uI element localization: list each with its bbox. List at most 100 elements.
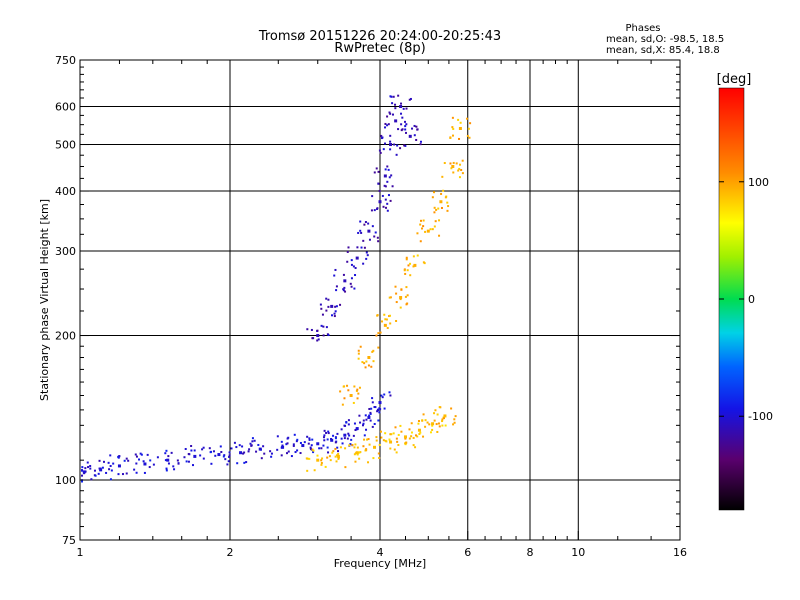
data-point xyxy=(356,388,359,391)
data-point xyxy=(426,421,429,424)
data-point xyxy=(135,471,138,474)
data-point xyxy=(459,163,462,166)
data-point xyxy=(424,230,427,233)
data-point xyxy=(367,355,371,359)
data-point xyxy=(385,440,388,443)
data-point xyxy=(362,422,365,425)
data-point xyxy=(429,431,432,434)
data-point xyxy=(401,116,404,119)
data-point xyxy=(394,107,397,110)
data-point xyxy=(316,454,319,457)
legend-line-o: mean, sd,O: -98.5, 18.5 xyxy=(606,34,724,45)
data-point xyxy=(368,407,371,410)
data-point xyxy=(355,389,358,392)
data-point xyxy=(327,430,330,433)
data-point xyxy=(405,123,408,126)
data-point xyxy=(440,206,443,209)
data-point xyxy=(335,289,338,292)
data-point xyxy=(340,428,343,431)
colorbar-tick-label: 0 xyxy=(748,293,755,306)
data-point xyxy=(247,450,250,453)
data-point xyxy=(389,148,392,151)
data-point xyxy=(457,118,460,121)
data-point xyxy=(404,125,407,128)
data-point xyxy=(311,448,314,451)
data-point xyxy=(326,456,329,459)
data-point xyxy=(276,435,279,438)
data-point xyxy=(308,438,311,441)
data-point xyxy=(365,448,368,451)
data-point xyxy=(167,455,170,458)
data-point xyxy=(348,434,351,437)
data-point xyxy=(173,468,176,471)
data-point xyxy=(228,451,231,454)
data-point xyxy=(330,438,334,442)
data-point xyxy=(140,453,143,456)
data-point xyxy=(373,235,376,238)
data-point xyxy=(396,440,399,443)
data-point xyxy=(400,288,403,291)
data-point xyxy=(327,334,330,337)
data-point xyxy=(326,446,329,449)
y-tick-label: 400 xyxy=(55,185,76,198)
y-ticks: 75 100 200 300 400 500 600 750 xyxy=(55,54,680,547)
data-point xyxy=(459,121,462,124)
data-point xyxy=(326,438,329,441)
data-point xyxy=(372,349,375,352)
data-point xyxy=(468,136,471,139)
data-point xyxy=(149,459,152,462)
data-point xyxy=(357,357,360,360)
data-point xyxy=(90,478,93,481)
data-point xyxy=(81,474,83,477)
data-point xyxy=(362,239,365,242)
data-point xyxy=(318,447,321,450)
data-point xyxy=(379,408,382,411)
data-point xyxy=(347,246,350,249)
data-point xyxy=(362,445,365,448)
data-point xyxy=(384,432,387,435)
data-point xyxy=(372,360,375,363)
data-point xyxy=(352,401,355,404)
data-point xyxy=(336,446,339,449)
data-point xyxy=(208,447,211,450)
data-point xyxy=(286,442,289,445)
data-point xyxy=(82,470,86,474)
data-point xyxy=(379,331,382,334)
colorbar-label: [deg] xyxy=(717,72,752,87)
data-point xyxy=(404,131,407,134)
data-point xyxy=(384,318,387,321)
data-point xyxy=(383,174,387,178)
data-point xyxy=(451,134,454,137)
data-point xyxy=(334,268,337,271)
data-point xyxy=(202,457,205,460)
data-point xyxy=(359,421,362,424)
y-tick-label: 750 xyxy=(55,54,76,67)
data-point xyxy=(146,453,149,456)
data-point xyxy=(399,105,403,109)
data-point xyxy=(386,115,389,118)
data-point xyxy=(125,472,128,475)
data-point xyxy=(367,461,370,464)
data-point xyxy=(381,396,384,399)
data-point xyxy=(301,444,305,448)
data-point xyxy=(395,301,398,304)
data-point xyxy=(412,255,415,258)
data-point xyxy=(365,251,368,254)
data-point xyxy=(343,279,347,283)
data-point xyxy=(389,394,392,397)
data-point xyxy=(349,394,353,398)
data-point xyxy=(190,445,193,448)
data-point xyxy=(325,431,328,434)
data-point xyxy=(350,259,353,262)
data-point xyxy=(361,424,364,427)
data-point xyxy=(93,469,96,472)
data-point xyxy=(227,460,230,463)
data-point xyxy=(327,451,330,454)
data-point xyxy=(413,263,417,267)
data-point xyxy=(99,468,103,472)
data-point xyxy=(436,430,439,433)
data-point xyxy=(378,443,381,446)
data-point xyxy=(353,385,356,388)
data-point xyxy=(403,144,406,147)
chart-subtitle: RwPretec (8p) xyxy=(334,41,425,56)
